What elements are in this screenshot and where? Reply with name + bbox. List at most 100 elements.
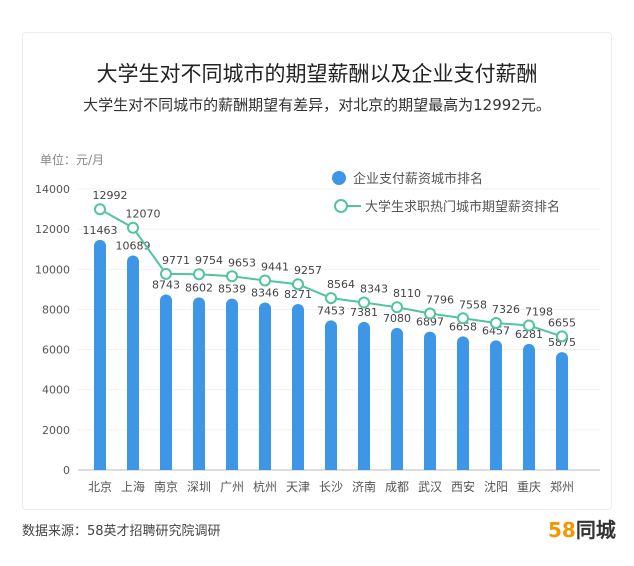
line-point [292,278,304,291]
bar-base [193,464,205,470]
unit-label: 单位：元/月 [40,153,105,167]
bar [523,343,535,470]
line-point [391,301,403,314]
x-tick-label: 西安 [451,479,475,494]
bar-data-label: 6281 [515,328,543,341]
bar-data-label: 7080 [383,312,411,325]
line-data-label: 9754 [195,254,223,267]
line-data-label: 9441 [261,261,289,274]
line-point [325,292,337,305]
x-tick-label: 深圳 [187,480,211,494]
bar-data-label: 5875 [548,336,576,349]
bar-data-label: 10689 [116,239,151,252]
bar-base [292,464,304,470]
bar [292,303,304,470]
line-data-label: 9771 [162,254,190,267]
bar-base [127,464,139,470]
bar-base [457,464,469,470]
bar [259,302,271,470]
line-data-label: 9257 [294,264,322,277]
line-point [94,203,106,216]
line-data-label: 7326 [492,303,520,316]
line-data-label: 8564 [327,278,355,291]
bar-base [325,464,337,470]
bar-base [424,464,436,470]
bar-base [391,464,403,470]
x-tick-label: 杭州 [253,479,277,494]
bar-base [358,464,370,470]
bar [94,239,106,470]
x-tick-label: 南京 [154,479,178,494]
line-data-label: 12070 [126,208,161,221]
bar [457,336,469,470]
bar-base [523,464,535,470]
y-tick-label: 4000 [42,384,70,397]
x-tick-label: 郑州 [550,479,574,494]
line-point [226,270,238,283]
bar-base [160,464,172,470]
bar-data-label: 8539 [218,283,246,296]
x-tick-label: 上海 [121,479,145,494]
x-tick-label: 广州 [220,480,244,494]
y-tick-label: 2000 [42,424,70,437]
y-tick-label: 8000 [42,303,70,316]
line-data-label: 9653 [228,256,256,269]
bar-data-label: 7453 [317,304,345,317]
bar-data-label: 8346 [251,286,279,299]
x-tick-label: 天津 [286,480,310,494]
chart-subtitle: 大学生对不同城市的薪酬期望有差异，对北京的期望最高为12992元。 [83,96,551,114]
bar [127,255,139,470]
bar-data-label: 8743 [152,279,180,292]
y-tick-label: 14000 [35,183,70,196]
bar-data-label: 6897 [416,316,444,329]
line-point [160,267,172,280]
bar [490,340,502,470]
bar-data-label: 6658 [449,320,477,333]
line-point [490,316,502,329]
line-point [523,319,535,332]
x-tick-label: 沈阳 [484,479,508,494]
bar [424,331,436,470]
bar-base [94,464,106,470]
y-tick-label: 0 [63,464,70,477]
bar [226,298,238,470]
logo-58tongcheng: 58同城 [548,518,616,542]
bar-base [259,464,271,470]
x-tick-label: 济南 [352,479,376,494]
bar-data-label: 6457 [482,324,510,337]
bar [193,297,205,470]
legend-line-icon [334,199,348,213]
line-point [193,268,205,281]
line-point [127,221,139,234]
line-data-label: 7558 [459,298,487,311]
line-data-label: 8343 [360,283,388,296]
bar [391,327,403,470]
legend-line-label: 大学生求职热门城市期望薪资排名 [365,199,560,215]
bar-data-label: 11463 [83,224,118,237]
line-data-label: 8110 [393,287,421,300]
line-point [259,274,271,287]
line-data-label: 12992 [93,189,128,202]
y-tick-label: 6000 [42,344,70,357]
bar [160,294,172,470]
bar-base [226,464,238,470]
legend-bar-icon [332,171,346,185]
bar [556,352,568,470]
x-tick-label: 重庆 [517,480,541,494]
line-data-label: 7198 [525,306,553,319]
data-source: 数据来源：58英才招聘研究院调研 [22,524,221,539]
x-tick-label: 武汉 [418,480,442,494]
line-data-label: 6655 [548,316,576,329]
line-point [457,312,469,325]
y-tick-label: 10000 [35,263,70,276]
x-tick-label: 北京 [88,480,112,494]
legend-bar-label: 企业支付薪资城市排名 [353,171,483,187]
line-data-label: 7796 [426,294,454,307]
y-tick-label: 12000 [35,223,70,236]
bar-data-label: 8271 [284,288,312,301]
bar-base [490,464,502,470]
x-tick-label: 成都 [385,480,409,494]
x-tick-label: 长沙 [319,480,343,494]
line-point [424,307,436,320]
